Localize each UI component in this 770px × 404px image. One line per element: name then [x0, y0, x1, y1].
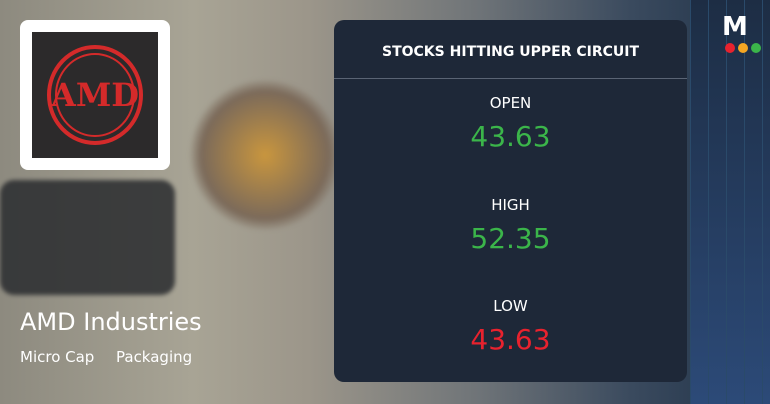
stat-label: HIGH — [491, 195, 530, 214]
panel-title: STOCKS HITTING UPPER CIRCUIT — [381, 44, 640, 60]
stat-label: OPEN — [489, 94, 532, 112]
logo-text: AMD — [50, 76, 139, 114]
phone-bg — [0, 180, 175, 295]
chart-bg — [690, 0, 770, 404]
stat-label: LOW — [493, 297, 528, 315]
company-tag: Micro Cap — [20, 348, 95, 366]
jar-bg — [190, 80, 340, 230]
logo-mark: AMD — [47, 45, 143, 145]
brand-logo: M — [722, 12, 748, 42]
stat-value: 43.63 — [470, 120, 551, 153]
logo-frame: AMD — [20, 20, 170, 170]
company-name: AMD Industries — [20, 308, 202, 336]
logo-ring — [55, 53, 135, 137]
stats-panel: STOCKS HITTING UPPER CIRCUIT OPEN 43.63 HI… — [334, 20, 687, 382]
logo: AMD — [32, 32, 158, 158]
logo-ring — [47, 45, 143, 145]
company-tag: Packaging — [116, 348, 193, 366]
stat-value: 43.63 — [470, 323, 551, 356]
divider — [334, 78, 687, 79]
brand-dots — [725, 43, 761, 53]
stat-value: 52.35 — [470, 221, 551, 255]
